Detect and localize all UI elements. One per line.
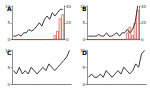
svg-text:0: 0 [66,37,69,42]
svg-text:5: 5 [82,65,85,70]
svg-text:D: D [82,49,87,56]
svg-text:40: 40 [141,4,147,9]
svg-text:40: 40 [66,4,72,9]
svg-text:5: 5 [82,20,85,25]
svg-text:5: 5 [7,20,10,25]
svg-text:20: 20 [66,20,72,25]
svg-text:5: 5 [7,65,10,70]
svg-text:A: A [7,5,12,12]
svg-text:0: 0 [7,37,10,42]
svg-text:20: 20 [141,20,147,25]
svg-text:B: B [82,5,87,12]
svg-text:0: 0 [7,82,10,87]
svg-text:0: 0 [82,37,85,42]
svg-text:C: C [7,49,12,56]
svg-text:0: 0 [82,82,85,87]
svg-text:0: 0 [141,37,144,42]
